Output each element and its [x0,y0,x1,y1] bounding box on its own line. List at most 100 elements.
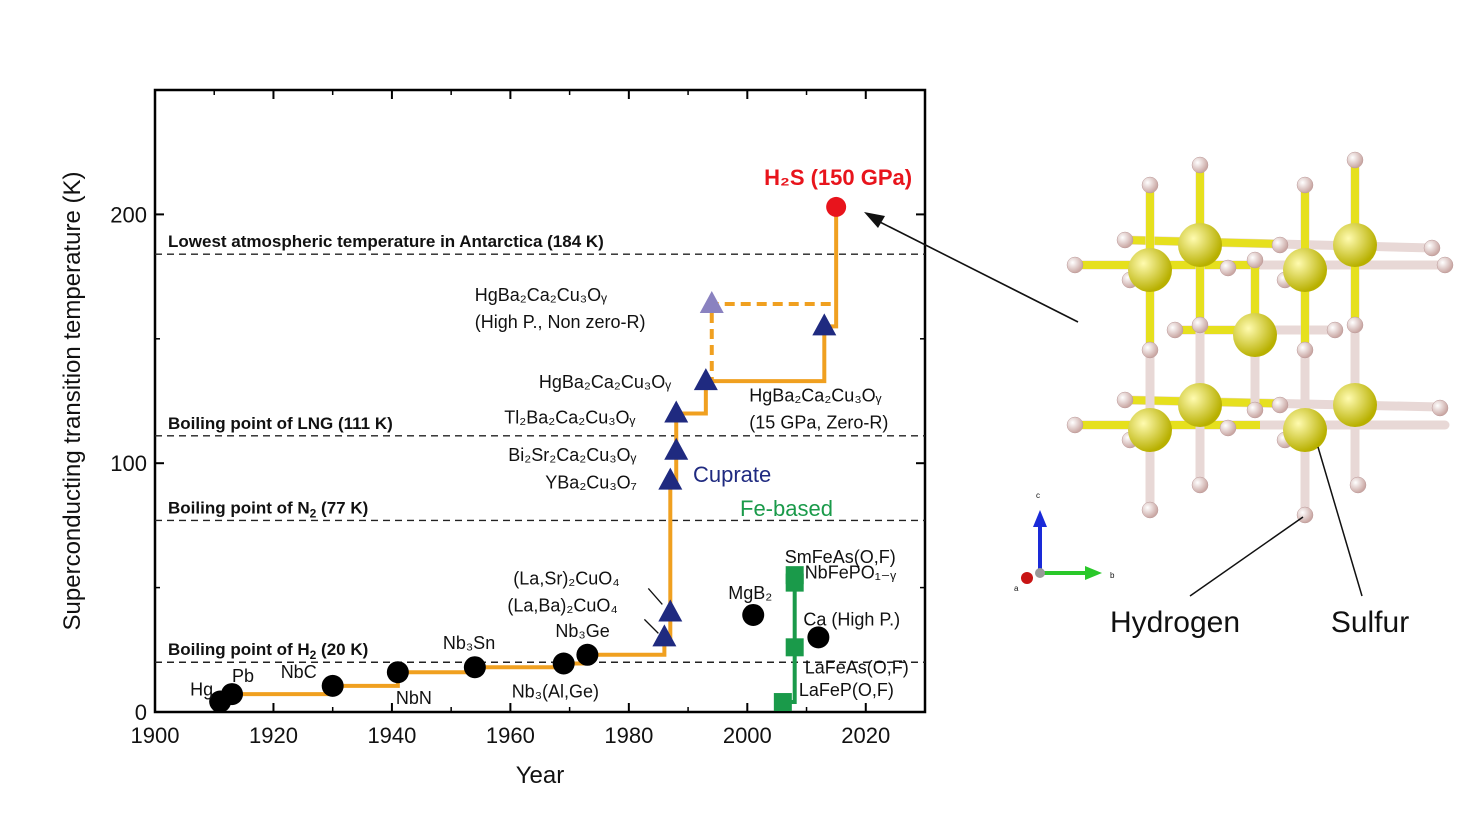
x-tick-label: 2000 [723,723,772,748]
hydrogen-atom [1346,316,1364,334]
chart: 1900 1920 1940 1960 1980 2000 2020 0 100 200 Year S… [59,88,1079,789]
hydrogen-atom [1219,419,1237,437]
c-axis-label: c [1036,491,1040,500]
hydrogen-atom [1191,316,1209,334]
data-point-circle [463,656,486,679]
sulfur-atom [1178,223,1222,267]
point-label: (La,Ba)₂CuO₄ [507,595,617,615]
hydrogen-atom [1431,399,1449,417]
data-point-square [785,638,804,657]
hydrogen-atom [1246,401,1264,419]
y-tick-label: 0 [135,700,147,725]
x-tick-label: 1960 [486,723,535,748]
sulfur-atom [1333,383,1377,427]
data-point-square [773,693,792,712]
data-point-circle [552,652,575,675]
hg-high-p-label: (High P., Non zero-R) [475,312,646,332]
x-tick-label: 1940 [367,723,416,748]
data-point-triangle [658,467,683,490]
hydrogen-label: Hydrogen [1110,606,1240,639]
reference-line-label: Lowest atmospheric temperature in Antarc… [168,232,604,251]
hydrogen-atom [1116,231,1134,249]
h2s-label: H₂S (150 GPa) [764,165,912,190]
point-label: YBa₂Cu₃O₇ [545,473,637,493]
hydrogen-atom [1423,239,1441,257]
point-label: Nb₃(Al,Ge) [512,681,599,701]
a-axis [1021,572,1033,584]
point-label: NbN [396,688,432,708]
hg-15gpa-label: HgBa₂Ca₂Cu₃Oᵧ [749,385,881,405]
c-axis-head [1033,510,1047,527]
data-point-circle [826,196,847,217]
hydrogen-atom [1296,506,1314,524]
hydrogen-atom [1326,321,1344,339]
data-point-circle [742,603,765,626]
data-point-circle [321,674,344,697]
plot-frame [153,88,927,714]
point-label: Ca (High P.) [803,609,900,629]
y-tick-label: 200 [110,202,147,227]
point-label: Hg [190,680,213,700]
reference-line-label: Boiling point of LNG (111 K) [168,414,393,433]
hydrogen-atom [1191,476,1209,494]
y-axis-title: Superconducting transition temperature (… [59,172,86,631]
fe-label: LaFeAs(O,F) [805,657,909,677]
data-point-triangle [812,313,837,336]
hg-ambient-label: HgBa₂Ca₂Cu₃Oᵧ [539,372,671,392]
x-tick-label: 1900 [131,723,180,748]
leader-line [643,618,659,634]
hydrogen-atom [1191,156,1209,174]
hydrogen-atom [1296,341,1314,359]
data-point-triangle [658,599,683,622]
data-point-circle [386,661,409,684]
reference-line-label: Boiling point of N2 (77 K) [168,498,368,520]
data-point-triangle [652,624,677,647]
hg-high-p-label: HgBa₂Ca₂Cu₃Oᵧ [475,285,607,305]
fe-label: SmFeAs(O,F) [785,547,896,567]
y-tick-label: 100 [110,451,147,476]
hydrogen-atom [1141,176,1159,194]
fe-based-label: Fe-based [740,496,833,521]
data-point-triangle [664,400,689,423]
sulfur-atom [1283,248,1327,292]
point-label: MgB₂ [728,583,772,603]
x-tick-label: 1980 [604,723,653,748]
fe-label: NbFePO₁₋ᵧ [805,563,897,583]
sulfur-atom [1128,248,1172,292]
data-point-circle [807,626,830,649]
hg-15gpa-label: (15 GPa, Zero-R) [749,412,888,432]
hydrogen-pointer [1189,516,1304,597]
point-label: Nb₃Ge [555,621,609,641]
data-point-square [785,566,804,585]
b-axis-head [1085,566,1102,580]
point-label: Bi₂Sr₂Ca₂Cu₃Oᵧ [508,445,636,465]
pointer-arrow [871,217,1079,323]
data-point-triangle [693,368,718,391]
axis-origin [1035,568,1045,578]
hydrogen-atom [1166,321,1184,339]
record-path-high-pressure [705,301,837,384]
x-tick-label: 2020 [841,723,890,748]
hydrogen-atom [1066,256,1084,274]
point-label: Tl₂Ba₂Ca₂Cu₃Oᵧ [504,407,635,427]
point-label: NbC [281,662,317,682]
sulfur-atom [1233,313,1277,357]
sulfur-atom [1283,408,1327,452]
a-axis-label: a [1014,584,1019,593]
sulfur-atom [1128,408,1172,452]
record-path [219,206,839,704]
hydrogen-atom [1271,396,1289,414]
x-tick-label: 1920 [249,723,298,748]
crystal-structure [1066,151,1454,597]
x-axis-title: Year [516,762,565,789]
hydrogen-atom [1066,416,1084,434]
data-point-triangle [664,437,689,460]
data-point-triangle [699,290,724,313]
sulfur-atom [1178,383,1222,427]
axes-indicator: c b a [1014,491,1115,593]
pointer-arrowhead [864,212,885,228]
hydrogen-atom [1246,251,1264,269]
point-label: Pb [232,666,254,686]
hydrogen-atom [1436,256,1454,274]
